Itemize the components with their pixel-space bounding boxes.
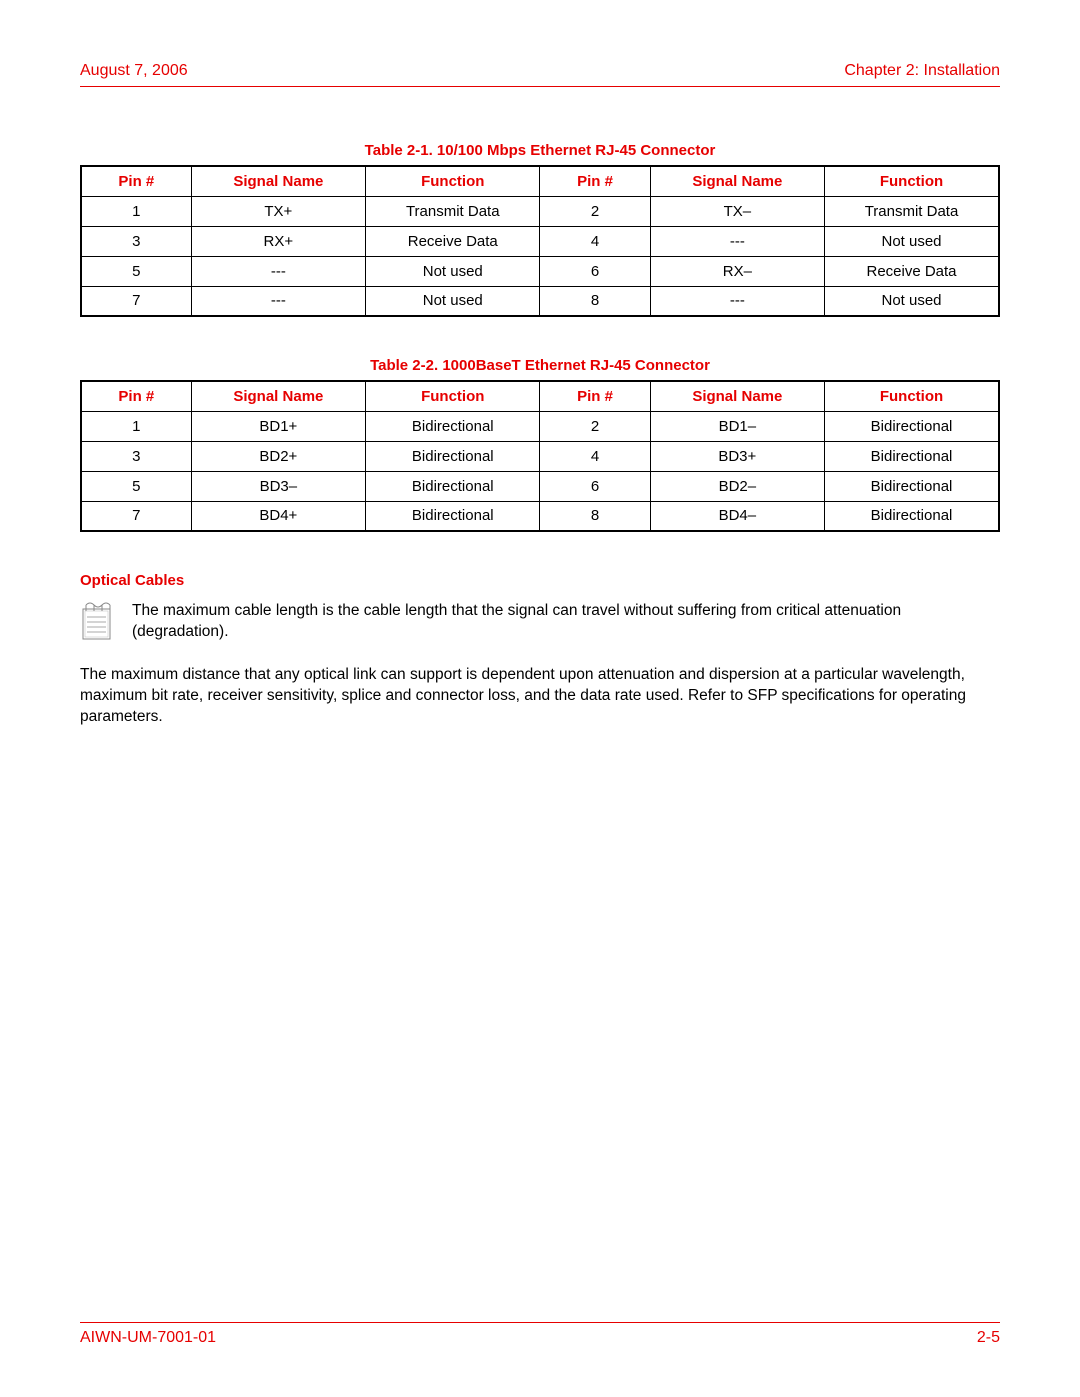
table-cell: 7 [81,286,191,316]
table-cell: 6 [540,256,650,286]
table-cell: Bidirectional [825,441,999,471]
header-chapter: Chapter 2: Installation [844,62,1000,80]
table-cell: Receive Data [366,226,540,256]
table-cell: 1 [81,196,191,226]
table-header: Signal Name [650,166,824,196]
table-cell: 7 [81,501,191,531]
table-cell: Bidirectional [825,411,999,441]
table-header: Function [366,381,540,411]
section-heading: Optical Cables [80,572,1000,589]
table-cell: Bidirectional [366,441,540,471]
table-header: Pin # [540,381,650,411]
note-text: The maximum cable length is the cable le… [132,601,1000,643]
table-cell: --- [650,226,824,256]
table-row: 7 --- Not used 8 --- Not used [81,286,999,316]
table-header: Signal Name [191,166,365,196]
table-cell: --- [191,256,365,286]
table-cell: BD1– [650,411,824,441]
table-cell: --- [191,286,365,316]
table-cell: 8 [540,501,650,531]
table-header: Pin # [81,166,191,196]
table-row: 7 BD4+ Bidirectional 8 BD4– Bidirectiona… [81,501,999,531]
table-cell: Transmit Data [366,196,540,226]
table2: Pin # Signal Name Function Pin # Signal … [80,380,1000,532]
table-cell: BD2+ [191,441,365,471]
table-cell: Not used [825,226,999,256]
table-row: 5 BD3– Bidirectional 6 BD2– Bidirectiona… [81,471,999,501]
notepad-icon [80,601,114,641]
table-row: 3 BD2+ Bidirectional 4 BD3+ Bidirectiona… [81,441,999,471]
table-header: Pin # [81,381,191,411]
table-cell: BD3– [191,471,365,501]
table-cell: 6 [540,471,650,501]
table-cell: Not used [825,286,999,316]
table-cell: Bidirectional [366,411,540,441]
table-cell: TX– [650,196,824,226]
table-cell: 2 [540,411,650,441]
note-block: The maximum cable length is the cable le… [80,601,1000,643]
table-row: 1 BD1+ Bidirectional 2 BD1– Bidirectiona… [81,411,999,441]
table-cell: TX+ [191,196,365,226]
body-paragraph: The maximum distance that any optical li… [80,665,1000,728]
table-cell: BD4+ [191,501,365,531]
table-cell: 4 [540,441,650,471]
table-header-row: Pin # Signal Name Function Pin # Signal … [81,166,999,196]
table-header: Signal Name [191,381,365,411]
table-cell: BD4– [650,501,824,531]
table-cell: Bidirectional [825,501,999,531]
table-cell: RX+ [191,226,365,256]
table-cell: Bidirectional [825,471,999,501]
page-header: August 7, 2006 Chapter 2: Installation [80,62,1000,87]
table-cell: Bidirectional [366,471,540,501]
table-row: 5 --- Not used 6 RX– Receive Data [81,256,999,286]
table-cell: BD3+ [650,441,824,471]
table-cell: 5 [81,471,191,501]
table-cell: 5 [81,256,191,286]
footer-doc-id: AIWN-UM-7001-01 [80,1329,216,1347]
page-footer: AIWN-UM-7001-01 2-5 [80,1322,1000,1347]
table-cell: Not used [366,286,540,316]
table-cell: BD2– [650,471,824,501]
table-header: Pin # [540,166,650,196]
table-cell: Not used [366,256,540,286]
table-row: 1 TX+ Transmit Data 2 TX– Transmit Data [81,196,999,226]
table-cell: 3 [81,441,191,471]
table-cell: 4 [540,226,650,256]
table-header-row: Pin # Signal Name Function Pin # Signal … [81,381,999,411]
table-cell: BD1+ [191,411,365,441]
table-cell: 3 [81,226,191,256]
table-cell: 1 [81,411,191,441]
table-header: Function [366,166,540,196]
footer-page-num: 2-5 [977,1329,1000,1347]
table-cell: Receive Data [825,256,999,286]
table1-caption: Table 2-1. 10/100 Mbps Ethernet RJ-45 Co… [80,142,1000,159]
table-cell: 2 [540,196,650,226]
table-header: Signal Name [650,381,824,411]
table-header: Function [825,381,999,411]
header-date: August 7, 2006 [80,62,188,80]
table-cell: Bidirectional [366,501,540,531]
table-cell: Transmit Data [825,196,999,226]
table-cell: --- [650,286,824,316]
table-row: 3 RX+ Receive Data 4 --- Not used [81,226,999,256]
table2-caption: Table 2-2. 1000BaseT Ethernet RJ-45 Conn… [80,357,1000,374]
table-header: Function [825,166,999,196]
table1: Pin # Signal Name Function Pin # Signal … [80,165,1000,317]
table-cell: 8 [540,286,650,316]
table-cell: RX– [650,256,824,286]
